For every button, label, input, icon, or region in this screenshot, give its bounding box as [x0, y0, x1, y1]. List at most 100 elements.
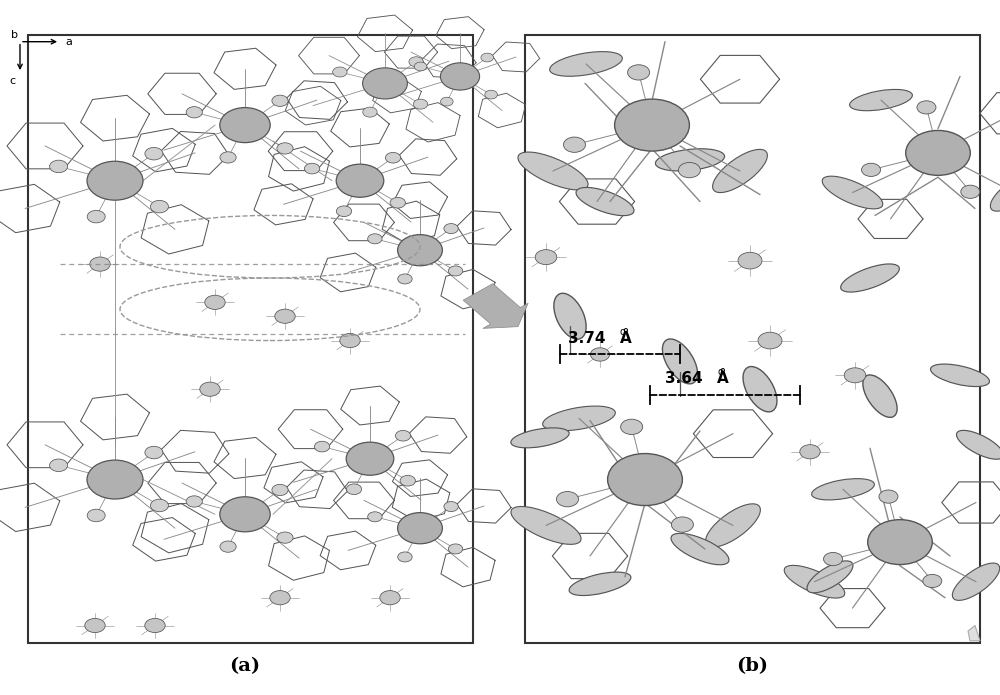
Circle shape	[270, 591, 290, 605]
Circle shape	[220, 541, 236, 553]
Text: 3.74: 3.74	[568, 331, 611, 346]
Ellipse shape	[554, 293, 586, 339]
Bar	[28, 35, 473, 643]
Text: o: o	[620, 327, 626, 337]
Circle shape	[380, 591, 400, 605]
Circle shape	[220, 497, 270, 532]
Ellipse shape	[706, 504, 760, 547]
Circle shape	[615, 99, 689, 151]
Circle shape	[395, 430, 411, 441]
Ellipse shape	[784, 565, 845, 598]
Ellipse shape	[655, 149, 725, 171]
Circle shape	[220, 108, 270, 142]
Circle shape	[414, 62, 427, 71]
Ellipse shape	[850, 90, 912, 111]
Bar	[525, 35, 980, 643]
Circle shape	[333, 67, 347, 77]
Circle shape	[556, 491, 578, 507]
Circle shape	[738, 252, 762, 269]
Text: o: o	[717, 367, 723, 377]
Circle shape	[340, 334, 360, 348]
Circle shape	[485, 90, 497, 99]
Circle shape	[87, 460, 143, 499]
Circle shape	[481, 53, 494, 62]
Circle shape	[85, 619, 105, 632]
Circle shape	[200, 382, 220, 396]
Circle shape	[440, 63, 480, 90]
Ellipse shape	[543, 406, 615, 431]
Circle shape	[272, 95, 288, 106]
Ellipse shape	[511, 507, 581, 544]
Circle shape	[186, 496, 202, 507]
Circle shape	[628, 65, 650, 80]
Text: 3.64: 3.64	[665, 370, 708, 386]
Circle shape	[563, 137, 585, 152]
Ellipse shape	[822, 176, 883, 209]
Circle shape	[398, 235, 442, 265]
Circle shape	[906, 131, 970, 175]
Ellipse shape	[713, 149, 767, 193]
Ellipse shape	[662, 339, 698, 384]
Circle shape	[923, 574, 942, 587]
Circle shape	[862, 163, 881, 177]
Circle shape	[844, 368, 866, 383]
Circle shape	[879, 490, 898, 503]
Circle shape	[336, 206, 352, 217]
Ellipse shape	[807, 561, 853, 593]
Ellipse shape	[990, 174, 1000, 211]
Circle shape	[441, 97, 453, 106]
Polygon shape	[968, 626, 980, 641]
Circle shape	[590, 348, 610, 361]
Circle shape	[400, 475, 415, 486]
Circle shape	[272, 484, 288, 496]
Ellipse shape	[576, 188, 634, 215]
Ellipse shape	[743, 366, 777, 412]
Circle shape	[385, 152, 401, 163]
Circle shape	[50, 160, 68, 172]
Circle shape	[413, 99, 428, 109]
Ellipse shape	[511, 428, 569, 448]
Circle shape	[363, 68, 407, 99]
Ellipse shape	[518, 152, 588, 190]
Ellipse shape	[671, 533, 729, 565]
Circle shape	[304, 163, 320, 174]
Circle shape	[758, 332, 782, 349]
Circle shape	[145, 446, 163, 459]
Circle shape	[145, 619, 165, 632]
Text: Å: Å	[717, 370, 729, 386]
Circle shape	[398, 274, 412, 284]
Circle shape	[346, 484, 362, 495]
Circle shape	[390, 197, 405, 208]
Circle shape	[917, 101, 936, 114]
Text: (a): (a)	[229, 657, 261, 676]
Circle shape	[277, 532, 293, 543]
Circle shape	[90, 257, 110, 271]
Circle shape	[608, 454, 682, 505]
Circle shape	[346, 442, 394, 475]
Text: Å: Å	[620, 331, 632, 346]
Circle shape	[444, 502, 458, 512]
Circle shape	[398, 513, 442, 543]
Ellipse shape	[952, 563, 1000, 600]
Circle shape	[368, 234, 382, 244]
Text: b: b	[11, 31, 18, 40]
Circle shape	[87, 509, 105, 522]
Circle shape	[275, 309, 295, 323]
Circle shape	[444, 224, 458, 234]
Circle shape	[87, 161, 143, 200]
Circle shape	[87, 211, 105, 223]
Circle shape	[368, 512, 382, 522]
Circle shape	[621, 419, 643, 434]
Circle shape	[398, 552, 412, 562]
Ellipse shape	[931, 364, 989, 386]
Circle shape	[363, 107, 377, 117]
Ellipse shape	[863, 375, 897, 418]
Circle shape	[448, 266, 463, 276]
Circle shape	[824, 553, 843, 566]
Circle shape	[800, 445, 820, 459]
Text: a: a	[65, 37, 72, 47]
FancyArrow shape	[463, 284, 528, 328]
Text: c: c	[9, 76, 15, 86]
Circle shape	[336, 164, 384, 197]
Circle shape	[220, 152, 236, 163]
